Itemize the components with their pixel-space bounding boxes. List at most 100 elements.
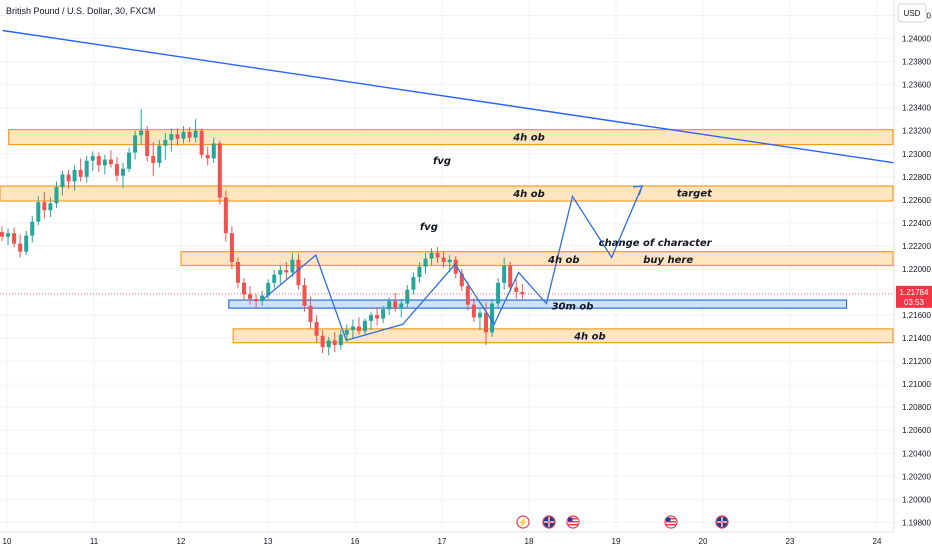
candle — [18, 234, 23, 258]
annotation-label: fvg — [420, 222, 438, 233]
price-tick-label: 1.22400 — [902, 219, 931, 228]
candle-body — [139, 130, 144, 136]
candle-body — [72, 169, 77, 182]
candle-body — [496, 282, 501, 304]
candle — [199, 128, 204, 159]
candle — [381, 305, 386, 324]
us-flag-icon[interactable] — [664, 515, 678, 529]
candle — [139, 108, 144, 145]
annotation-label: 4h ob — [573, 331, 606, 342]
candle — [254, 294, 259, 309]
candle-body — [375, 315, 380, 319]
candle — [175, 128, 180, 146]
candle — [121, 162, 125, 189]
candle — [284, 262, 289, 281]
candle-body — [393, 301, 398, 309]
candle — [242, 278, 246, 301]
candle-body — [326, 340, 331, 348]
ob-4h-zone — [0, 185, 894, 202]
price-tick-label: 1.22600 — [902, 196, 931, 205]
price-axis[interactable]: 1.242001.240001.238001.236001.234001.232… — [893, 0, 932, 550]
candle — [514, 279, 519, 299]
candle — [12, 227, 17, 248]
price-tick-label: 1.21600 — [902, 311, 931, 320]
candle — [393, 293, 398, 312]
candle — [6, 228, 11, 245]
candle-body — [0, 232, 4, 237]
ob-4h-zone — [180, 251, 894, 267]
candle-body — [121, 168, 125, 176]
arrow-head — [633, 185, 644, 196]
candle — [90, 151, 95, 172]
candle-body — [96, 156, 101, 166]
candle-body — [363, 320, 367, 332]
candle — [42, 191, 47, 219]
candle-body — [54, 187, 59, 204]
candle-body — [477, 312, 482, 318]
price-axis-bg — [894, 0, 932, 550]
annotations: fvg fvg change of character 4h ob buy here ta… — [420, 133, 713, 343]
candle — [490, 298, 495, 337]
uk-flag-icon[interactable] — [715, 515, 729, 529]
time-axis[interactable]: 10 11 12 13 16 17 18 19 20 23 24 — [0, 531, 932, 550]
candle-body — [284, 270, 289, 273]
zone-label: 4h ob — [512, 189, 545, 200]
candle-body — [459, 273, 464, 287]
candle — [465, 281, 470, 311]
us-flag-icon[interactable] — [566, 515, 580, 529]
lightning-icon[interactable]: ⚡ — [516, 515, 530, 529]
annotation-label: 4h ob — [547, 255, 580, 266]
annotation-label: buy here — [643, 255, 693, 266]
candle — [302, 278, 307, 312]
uk-flag-icon[interactable] — [542, 515, 556, 529]
candle — [84, 156, 89, 183]
candle-body — [387, 301, 392, 310]
candle-body — [114, 164, 119, 176]
event-icons[interactable]: ⚡ — [516, 515, 729, 529]
candle — [471, 297, 476, 322]
candle-body — [453, 259, 458, 274]
price-tick-label: 1.21200 — [902, 357, 931, 366]
candle — [78, 158, 83, 182]
candle — [453, 256, 458, 279]
candle-body — [108, 159, 113, 165]
candle — [223, 190, 228, 242]
candle — [459, 268, 464, 291]
candle-body — [254, 298, 259, 302]
ob-30m-zone — [228, 299, 848, 309]
candle — [235, 257, 240, 289]
currency-button[interactable]: USD — [897, 3, 927, 23]
candle-body — [447, 259, 452, 263]
price-tick-label: 1.20000 — [902, 495, 931, 504]
candle-body — [6, 233, 11, 237]
candle-body — [205, 154, 210, 159]
candle-body — [490, 303, 495, 333]
candle — [369, 311, 374, 331]
candle — [36, 196, 41, 226]
candle — [133, 130, 138, 160]
candle — [127, 148, 132, 173]
candle-body — [260, 295, 265, 302]
candle — [163, 133, 168, 160]
candle — [30, 215, 35, 243]
candle-body — [84, 160, 89, 177]
candle-body — [411, 277, 416, 290]
chart-title: British Pound / U.S. Dollar, 30, FXCM — [6, 6, 156, 16]
candle — [350, 319, 355, 339]
price-tick-label: 1.20600 — [902, 426, 931, 435]
candle — [211, 137, 216, 163]
candle — [441, 251, 446, 268]
candle — [344, 324, 349, 342]
candle-body — [405, 289, 410, 304]
candle-body — [151, 156, 156, 163]
candle-body — [229, 233, 234, 263]
order-block-zones — [0, 128, 894, 344]
candle — [435, 247, 440, 264]
candle-body — [429, 252, 434, 259]
ob-4h-zone — [8, 128, 894, 146]
candle — [229, 226, 234, 269]
candle — [356, 317, 361, 335]
price-tick-label: 1.23800 — [902, 58, 931, 67]
price-tick-label: 1.20200 — [902, 472, 931, 481]
